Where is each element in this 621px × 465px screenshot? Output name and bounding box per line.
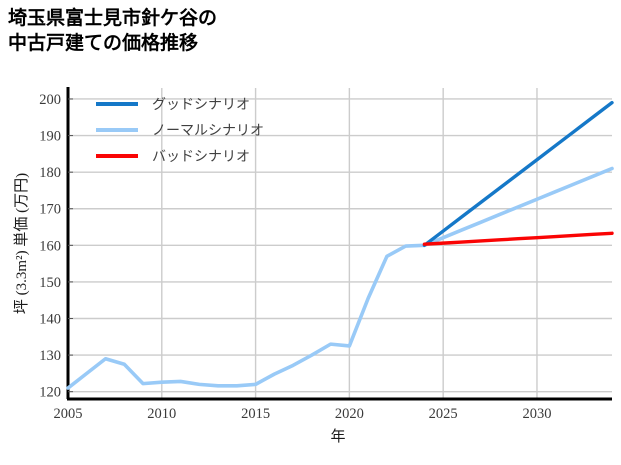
x-tick-label: 2030 bbox=[522, 406, 551, 422]
y-tick-label: 140 bbox=[39, 312, 61, 328]
x-tick-label: 2025 bbox=[429, 406, 458, 422]
series-line bbox=[422, 100, 614, 248]
y-tick-label: 180 bbox=[39, 165, 61, 181]
chart-title-line-1: 埼玉県富士見市針ケ谷の bbox=[8, 8, 218, 29]
y-axis-title: 坪 (3.3m²) 単価 (万円) bbox=[13, 173, 30, 314]
y-tick-labels: 120 130 140 150 160 170 180 190 200 bbox=[39, 92, 73, 401]
x-axis-title: 年 bbox=[330, 428, 345, 445]
series-line bbox=[66, 166, 614, 390]
legend-label: バッドシナリオ bbox=[152, 150, 250, 165]
y-tick-label: 130 bbox=[39, 348, 61, 364]
y-tick-label: 170 bbox=[39, 202, 61, 218]
chart-title-line-2: 中古戸建ての価格推移 bbox=[8, 33, 199, 55]
chart-title: 埼玉県富士見市針ケ谷の 中古戸建ての価格推移 bbox=[8, 6, 438, 56]
y-tick-label: 120 bbox=[39, 385, 61, 401]
x-tick-label: 2015 bbox=[241, 406, 270, 422]
y-tick-label: 160 bbox=[39, 238, 61, 254]
axis-lines bbox=[66, 87, 612, 401]
legend-label: グッドシナリオ bbox=[152, 97, 250, 113]
x-tick-labels: 2005 2010 2015 2020 2025 2030 bbox=[54, 406, 552, 422]
axis-titles: 年 坪 (3.3m²) 単価 (万円) bbox=[13, 173, 346, 445]
gridlines bbox=[67, 88, 612, 399]
x-tick-label: 2005 bbox=[54, 406, 83, 422]
legend-label: ノーマルシナリオ bbox=[152, 124, 264, 139]
series-line bbox=[422, 231, 614, 246]
y-tick-label: 200 bbox=[39, 92, 61, 108]
series-lines bbox=[66, 100, 614, 390]
x-tick-label: 2010 bbox=[147, 406, 176, 422]
y-tick-label: 150 bbox=[39, 275, 61, 291]
x-tick-label: 2020 bbox=[335, 406, 364, 422]
y-tick-label: 190 bbox=[39, 129, 61, 145]
